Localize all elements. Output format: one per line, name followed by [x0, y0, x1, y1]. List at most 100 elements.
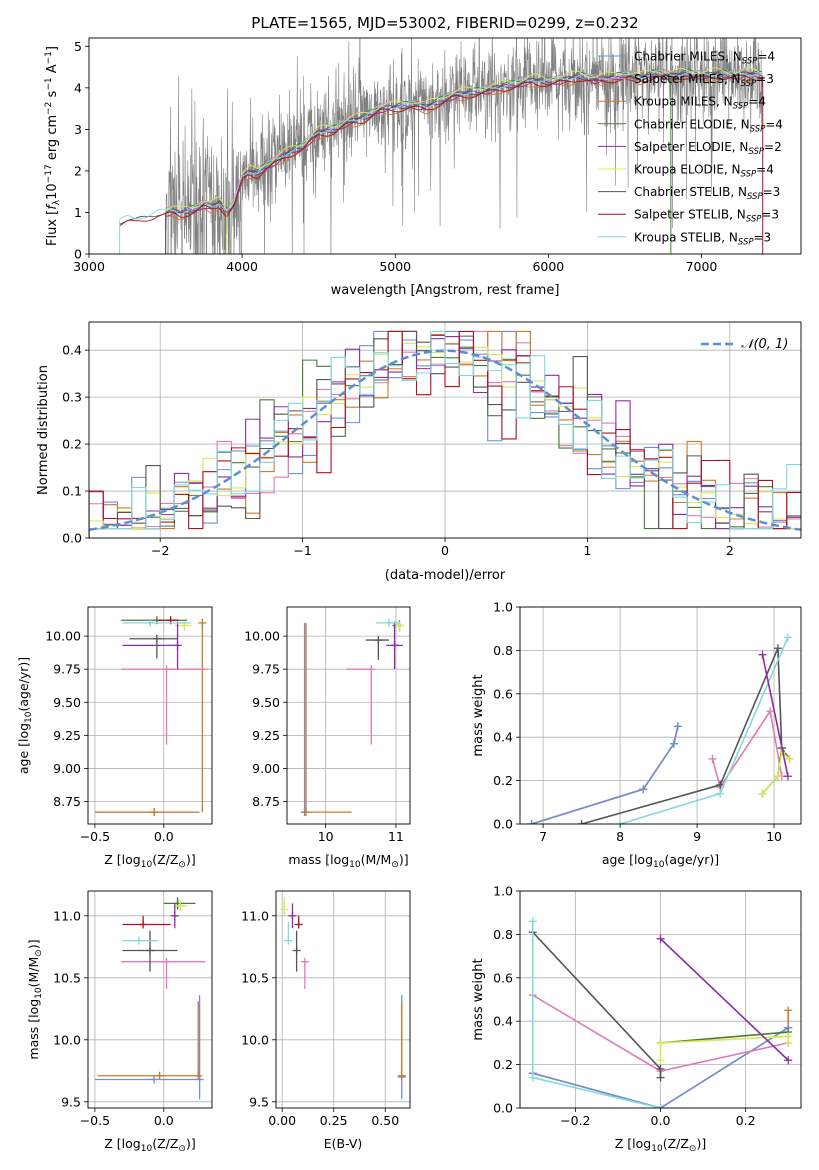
x-tick-label: 8	[616, 829, 624, 844]
legend-label: Chabrier STELIB, NSSP=3	[634, 185, 780, 202]
model-spectrum	[165, 72, 763, 217]
axes-z-age: −0.5 0.0 8.75 9.00 9.25 9.50 9.75 10.00 Z [log10…	[16, 606, 213, 870]
errorbar-point	[122, 915, 171, 929]
x-axis-label: E(B-V)	[324, 1136, 363, 1151]
y-tick-label: 9.75	[252, 662, 280, 677]
y-tick-label: 4	[74, 80, 82, 95]
y-tick-label: 0.4	[62, 343, 82, 358]
plot-area-z-weight	[528, 917, 793, 1108]
legend-label: Kroupa ELODIE, NSSP=4	[634, 163, 774, 180]
errorbar-point	[94, 808, 200, 817]
y-tick-label: 10.5	[53, 970, 81, 985]
errorbar-point	[194, 1001, 203, 1080]
legend-label: Salpeter MILES, NSSP=3	[634, 72, 774, 89]
y-tick-label: 0	[74, 247, 82, 262]
axes-age-weight: 7 8 9 10 0.0 0.2 0.4 0.6 0.8 1.0 age [log10(age/yr…	[471, 600, 802, 870]
x-tick-label: 0.00	[268, 1113, 296, 1128]
y-tick-label: 9.00	[252, 761, 280, 776]
axes-spectrum: 3000 4000 5000 6000 7000 0 1 2 3 4 5 wavelength [An…	[44, 37, 802, 298]
axes-residuals: −2 −1 0 1 2 0.0 0.1 0.2 0.3 0.4 𝒩(0, 1) (data-model…	[36, 321, 802, 583]
weight-line	[531, 726, 679, 824]
axes-z-mass: −0.5 0.0 9.5 10.0 10.5 11.0 Z [log10(Z/Z⊙)] mas…	[26, 890, 213, 1154]
x-tick-label: 0.0	[154, 829, 174, 844]
y-tick-label: 9.50	[53, 695, 81, 710]
plot-area-residuals	[89, 330, 801, 538]
x-tick-label: 0.0	[651, 1113, 671, 1128]
y-axis-label: age [log10(age/yr)]	[16, 657, 34, 774]
axes-mass-age: 10 11 8.75 9.00 9.25 9.50 9.75 10.00 mass [log10…	[244, 606, 411, 870]
axes-frame	[88, 37, 802, 255]
weight-line	[581, 647, 783, 824]
axes-frame	[519, 606, 802, 825]
y-tick-label: 9.00	[53, 761, 81, 776]
figure-title: PLATE=1565, MJD=53002, FIBERID=0299, z=0…	[251, 14, 638, 32]
x-tick-label: 7000	[686, 259, 718, 274]
errorbar-point	[129, 634, 178, 659]
errorbar-point	[122, 618, 192, 627]
errorbar-point	[97, 1071, 199, 1080]
errorbar-point	[121, 665, 208, 745]
errorbar-point	[294, 915, 303, 929]
x-tick-label: 9	[693, 829, 701, 844]
errorbar-point	[365, 636, 389, 660]
y-tick-label: 9.5	[249, 1094, 269, 1109]
errorbar-point	[122, 930, 178, 972]
y-axis-label: Normed distribution	[36, 365, 51, 495]
y-tick-label: 1.0	[493, 600, 513, 615]
errorbar-point	[284, 922, 293, 945]
x-axis-label: Z [log10(Z/Z⊙)]	[615, 1136, 706, 1154]
y-tick-label: 0.6	[493, 686, 513, 701]
errorbar-point	[376, 618, 400, 627]
chart-layer: 3000 4000 5000 6000 7000 0 1 2 3 4 5 wavelength [An…	[16, 37, 802, 1154]
errorbar-point	[301, 622, 352, 817]
legend-label: Kroupa STELIB, NSSP=3	[634, 230, 771, 247]
y-tick-label: 0.4	[493, 1014, 513, 1029]
errorbar-point	[173, 899, 188, 911]
errorbar-point	[292, 930, 301, 972]
y-tick-label: 0.8	[493, 927, 513, 942]
y-tick-label: 0.6	[493, 970, 513, 985]
x-tick-label: 0.50	[371, 1113, 399, 1128]
residual-histogram	[89, 330, 801, 538]
x-tick-label: 0.2	[736, 1113, 756, 1128]
errorbar-point	[122, 936, 159, 945]
x-tick-label: 2	[726, 543, 734, 558]
y-axis-label: mass weight	[471, 958, 486, 1040]
x-tick-label: 5000	[379, 259, 411, 274]
axes-ebv-mass: 0.00 0.25 0.50 9.5 10.0 10.5 11.0 E(B-V)	[241, 890, 411, 1151]
y-tick-label: 10.5	[241, 970, 269, 985]
y-tick-label: 0.2	[62, 437, 82, 452]
y-tick-label: 9.25	[252, 728, 280, 743]
x-axis-label: wavelength [Angstrom, rest frame]	[331, 283, 560, 298]
legend-label: 𝒩(0, 1)	[741, 337, 788, 352]
y-tick-label: 10.0	[241, 1032, 269, 1047]
x-tick-label: −1	[293, 543, 311, 558]
weight-line	[711, 709, 783, 790]
y-tick-label: 9.75	[53, 662, 81, 677]
y-tick-label: 9.25	[53, 728, 81, 743]
weight-line	[761, 654, 789, 777]
legend-label: Chabrier MILES, NSSP=4	[634, 50, 775, 67]
axes-z-weight: −0.2 0.0 0.2 0.0 0.2 0.4 0.6 0.8 1.0 Z [log10(Z/Z…	[471, 884, 802, 1154]
x-tick-label: 4000	[226, 259, 258, 274]
y-axis-label: mass [log10(M/M⊙)]	[26, 939, 44, 1059]
y-tick-label: 11.0	[241, 908, 269, 923]
y-tick-label: 0.1	[62, 484, 82, 499]
x-tick-label: 0.0	[154, 1113, 174, 1128]
y-tick-label: 9.5	[61, 1094, 81, 1109]
y-tick-label: 10.0	[53, 1032, 81, 1047]
legend-label: Kroupa MILES, NSSP=4	[634, 95, 766, 112]
y-tick-label: 0.0	[493, 817, 513, 832]
axes-frame	[87, 890, 213, 1109]
x-tick-label: 1	[583, 543, 591, 558]
y-tick-label: 0.0	[62, 531, 82, 546]
y-tick-label: 1	[74, 205, 82, 220]
x-tick-label: 0	[441, 543, 449, 558]
y-tick-label: 0.0	[493, 1101, 513, 1116]
errorbar-point	[198, 618, 207, 813]
y-tick-label: 9.50	[252, 695, 280, 710]
x-tick-label: 10	[766, 829, 782, 844]
legend: Chabrier MILES, NSSP=4 Salpeter MILES, NS…	[598, 50, 783, 247]
x-axis-label: mass [log10(M/M⊙)]	[288, 852, 408, 870]
